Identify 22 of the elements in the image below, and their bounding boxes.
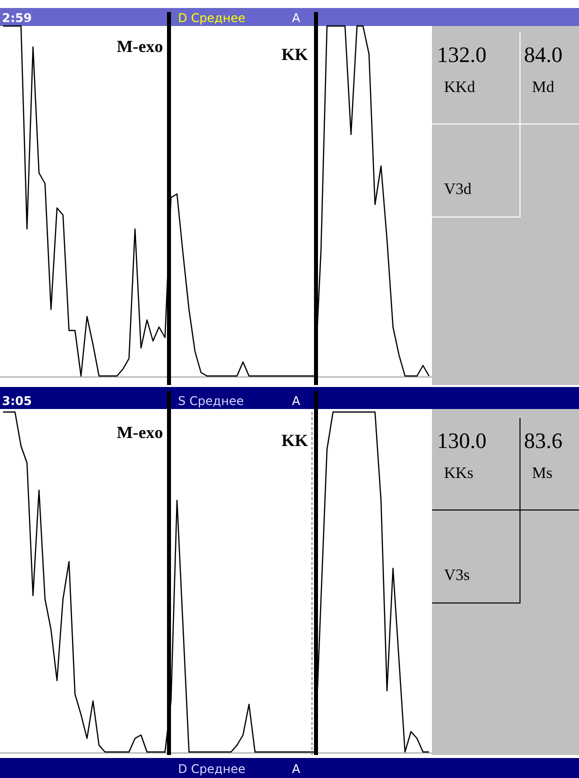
text: 130.0 xyxy=(437,428,486,453)
chart-title: D Среднее xyxy=(178,11,246,25)
text: 3:05 xyxy=(2,394,32,408)
text: KKs xyxy=(444,465,474,482)
annotation: KK xyxy=(282,431,309,450)
text: 132.0 xyxy=(437,42,486,67)
text: KKd xyxy=(444,79,476,96)
annotation: M-exo xyxy=(116,37,163,56)
annotation: M-exo xyxy=(116,423,163,442)
text: Ms xyxy=(532,465,552,482)
text: V3s xyxy=(444,567,470,584)
annotation: KK xyxy=(282,45,309,64)
text: 83.6 xyxy=(524,428,562,453)
chart-title: S Среднее xyxy=(178,394,244,408)
text: 84.0 xyxy=(524,42,562,67)
text: D Среднее xyxy=(178,762,246,776)
text: A xyxy=(292,11,301,25)
text: A xyxy=(292,762,301,776)
text: Md xyxy=(532,79,554,96)
text: A xyxy=(292,394,301,408)
text: V3d xyxy=(444,181,472,198)
text: 2:59 xyxy=(2,11,32,25)
